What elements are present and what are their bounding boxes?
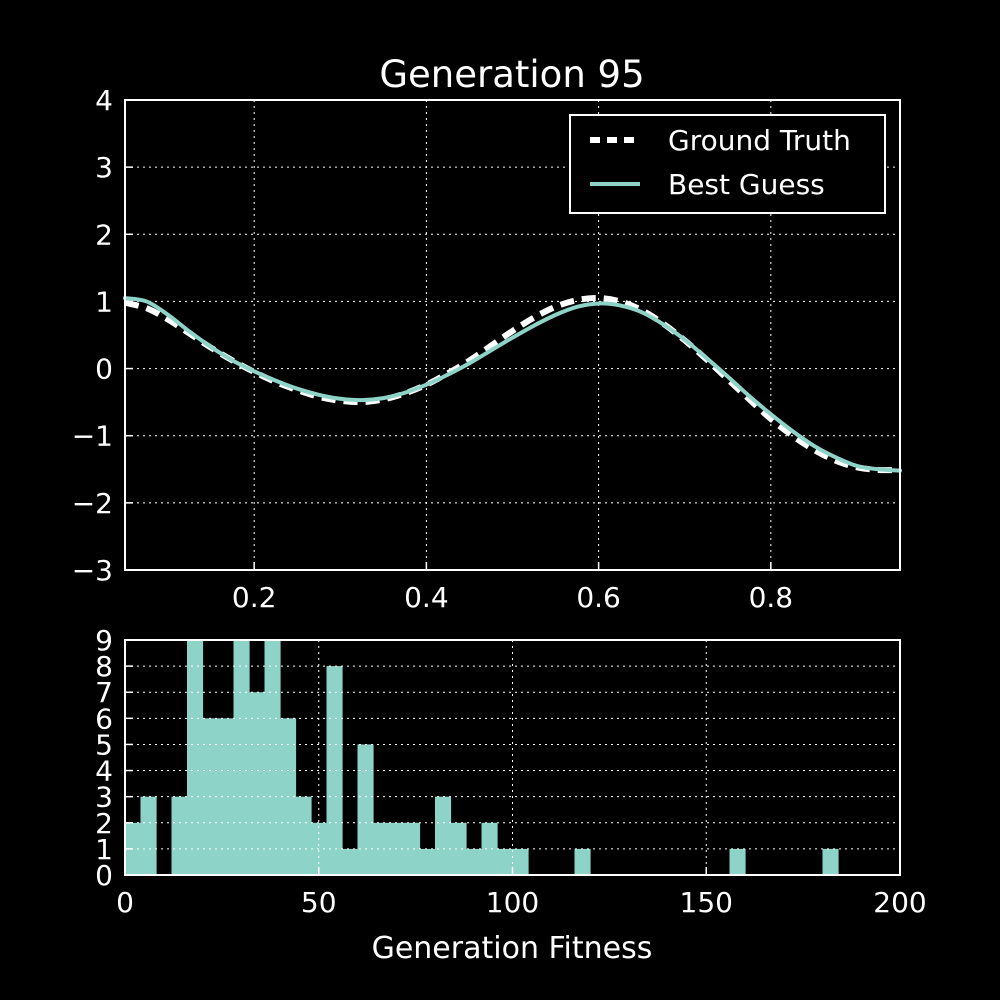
histogram-bar <box>264 640 281 875</box>
histogram-bar <box>249 692 266 875</box>
line-chart: 0.2 0.4 0.6 0.8 −3 −2 −1 0 1 2 3 4 Generation 95 G… <box>72 53 902 614</box>
line-chart-y-tick-label: −3 <box>72 554 113 587</box>
histogram-y-tick-label: 2 <box>95 807 113 840</box>
line-chart-x-tick-label: 0.2 <box>232 581 277 614</box>
histogram-x-tick-label: 150 <box>680 886 733 919</box>
legend: Ground Truth Best Guess <box>569 114 886 214</box>
line-chart-x-tick-label: 0.6 <box>576 581 621 614</box>
line-chart-series <box>123 295 902 474</box>
histogram-bar <box>512 848 529 875</box>
histogram-bar <box>450 822 467 875</box>
histogram-bar <box>140 796 157 875</box>
histogram-bar <box>187 640 204 875</box>
histogram-bar <box>481 822 498 875</box>
histogram-y-tick-label: 5 <box>95 728 113 761</box>
histogram-bar <box>419 848 436 875</box>
histogram-bar <box>466 848 483 875</box>
histogram-y-tick-label: 4 <box>95 755 113 788</box>
line-chart-y-tick-label: 3 <box>95 151 113 184</box>
line-chart-x-ticks: 0.2 0.4 0.6 0.8 <box>232 562 793 614</box>
histogram-bar <box>404 822 421 875</box>
histogram-bar <box>311 822 328 875</box>
histogram-y-tick-label: 7 <box>95 676 113 709</box>
line-chart-y-tick-label: −1 <box>72 420 113 453</box>
line-chart-y-tick-label: 2 <box>95 218 113 251</box>
histogram-bar <box>822 848 839 875</box>
histogram-bar <box>171 796 188 875</box>
line-chart-y-tick-label: 1 <box>95 285 113 318</box>
histogram-bar <box>435 796 452 875</box>
legend-box <box>569 114 886 214</box>
histogram-bar <box>373 822 390 875</box>
series-line-best-guess <box>123 296 902 473</box>
histogram-y-tick-label: 0 <box>95 859 113 892</box>
series-line-ground-truth <box>124 295 901 474</box>
histogram-y-tick-label: 3 <box>95 781 113 814</box>
line-chart-y-tick-label: 0 <box>95 353 113 386</box>
histogram-bar <box>729 848 746 875</box>
histogram-x-tick-label: 100 <box>486 886 539 919</box>
histogram-bar <box>125 822 142 875</box>
histogram-x-tick-label: 0 <box>116 886 134 919</box>
histogram-bar <box>326 666 343 875</box>
histogram-y-tick-label: 1 <box>95 833 113 866</box>
line-chart-x-tick-label: 0.8 <box>749 581 794 614</box>
histogram-bar <box>497 848 514 875</box>
histogram-x-ticks: 0 50 100 150 200 <box>116 867 927 919</box>
line-chart-title: Generation 95 <box>379 53 644 96</box>
histogram-bar <box>233 640 250 875</box>
histogram-bar <box>574 848 591 875</box>
histogram-bar <box>357 744 374 875</box>
histogram-bar <box>218 718 235 875</box>
histogram-x-tick-label: 50 <box>301 886 337 919</box>
line-chart-y-tick-label: 4 <box>95 84 113 117</box>
histogram-bar <box>295 796 312 875</box>
legend-label-best-guess: Best Guess <box>668 168 825 201</box>
histogram-bar <box>342 848 359 875</box>
histogram-x-axis-label: Generation Fitness <box>372 931 653 966</box>
histogram-y-tick-label: 9 <box>95 624 113 657</box>
histogram-y-tick-label: 8 <box>95 650 113 683</box>
line-chart-frame <box>124 99 901 571</box>
line-chart-y-ticks: −3 −2 −1 0 1 2 3 4 <box>72 84 133 587</box>
line-chart-y-tick-label: −2 <box>72 487 113 520</box>
histogram-y-tick-label: 6 <box>95 702 113 735</box>
histogram-x-tick-label: 200 <box>873 886 926 919</box>
legend-label-ground-truth: Ground Truth <box>668 124 851 157</box>
line-chart-x-tick-label: 0.4 <box>404 581 449 614</box>
